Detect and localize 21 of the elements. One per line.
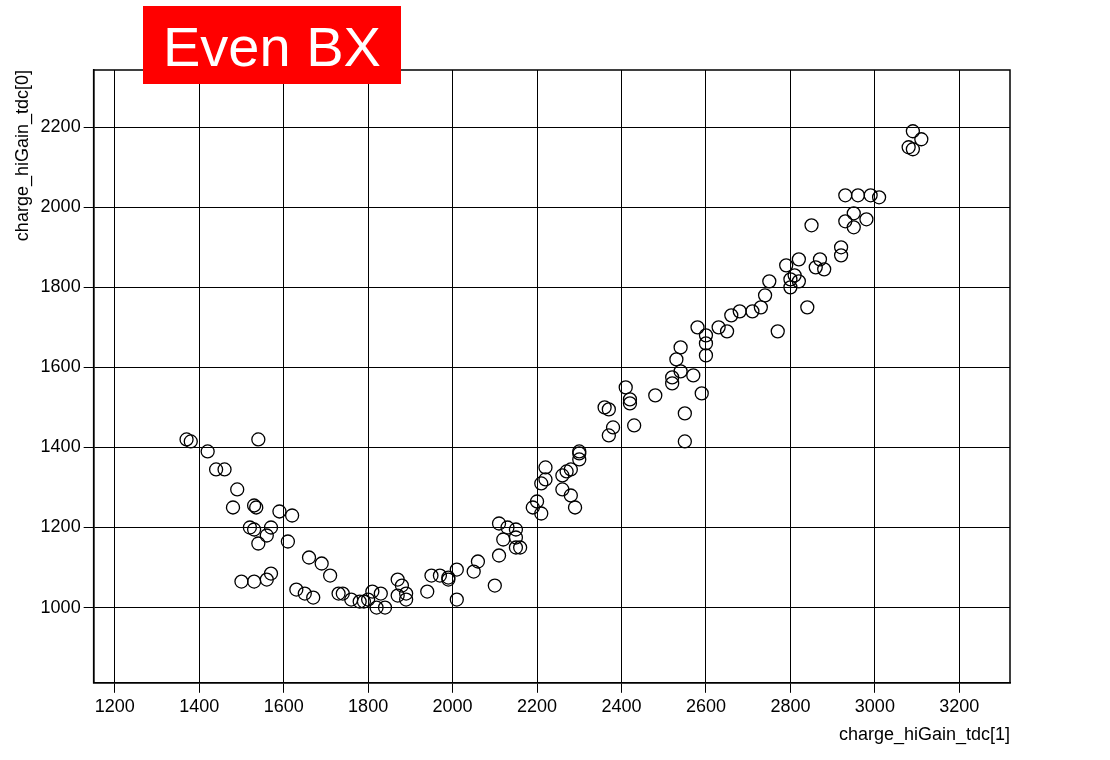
x-tick-label: 2000 [432, 695, 473, 716]
x-tick-label: 1800 [348, 695, 389, 716]
y-tick-label: 1600 [40, 356, 81, 377]
x-axis-title: charge_hiGain_tdc[1] [838, 724, 1010, 746]
x-tick-label: 2200 [517, 695, 558, 716]
x-tick-label: 1600 [263, 695, 304, 716]
x-tick-label: 1200 [94, 695, 135, 716]
x-tick-label: 2400 [601, 695, 642, 716]
y-tick-label: 1200 [40, 516, 81, 537]
y-tick-label: 1000 [40, 596, 81, 617]
y-axis-title: charge_hiGain_tdc[0] [11, 70, 33, 242]
y-tick-label: 2000 [40, 196, 81, 217]
y-tick-label: 1800 [40, 276, 81, 297]
annotation: Even BX [143, 6, 401, 84]
x-tick-label: 2600 [685, 695, 726, 716]
y-tick-label: 2200 [40, 116, 81, 137]
x-tick-label: 3000 [854, 695, 895, 716]
x-tick-label: 2800 [770, 695, 811, 716]
y-tick-label: 1400 [40, 436, 81, 457]
x-tick-label: 1400 [179, 695, 220, 716]
x-tick-label: 3200 [939, 695, 980, 716]
